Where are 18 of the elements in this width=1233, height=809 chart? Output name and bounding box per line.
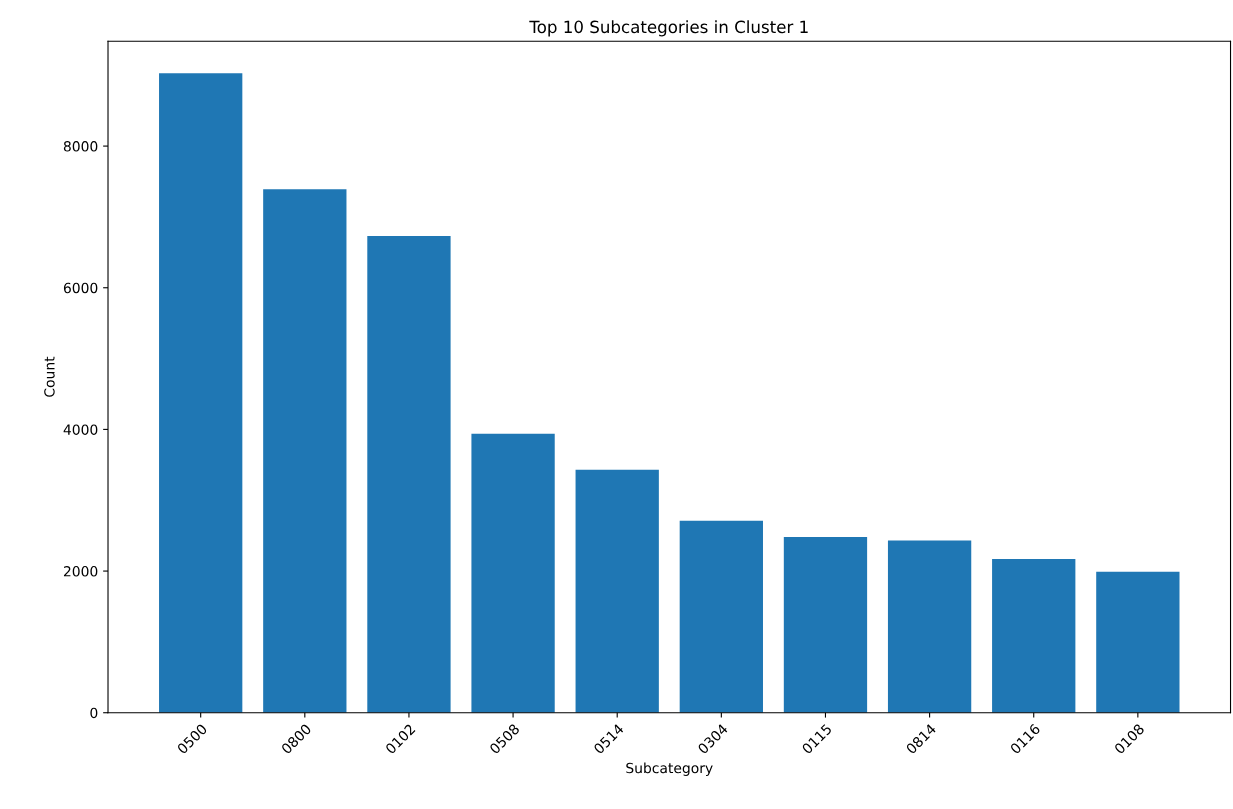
y-tick-label: 4000 [63,424,98,435]
y-tick-label: 6000 [63,282,98,294]
bar [992,559,1076,713]
bar [1096,571,1180,713]
bar [471,433,555,713]
bar [159,73,243,713]
bar [367,236,451,713]
y-tick-label: 8000 [63,141,98,152]
y-tick-label: 2000 [63,566,98,577]
bar [263,189,347,713]
chart-title: Top 10 Subcategories in Cluster 1 [529,20,808,37]
bar [575,469,659,713]
y-tick-label: 0 [90,707,98,719]
bar [887,540,972,713]
y-axis-title: Count [44,356,55,397]
bar [679,520,763,713]
x-axis-title: Subcategory [626,762,713,776]
bar [783,537,868,713]
